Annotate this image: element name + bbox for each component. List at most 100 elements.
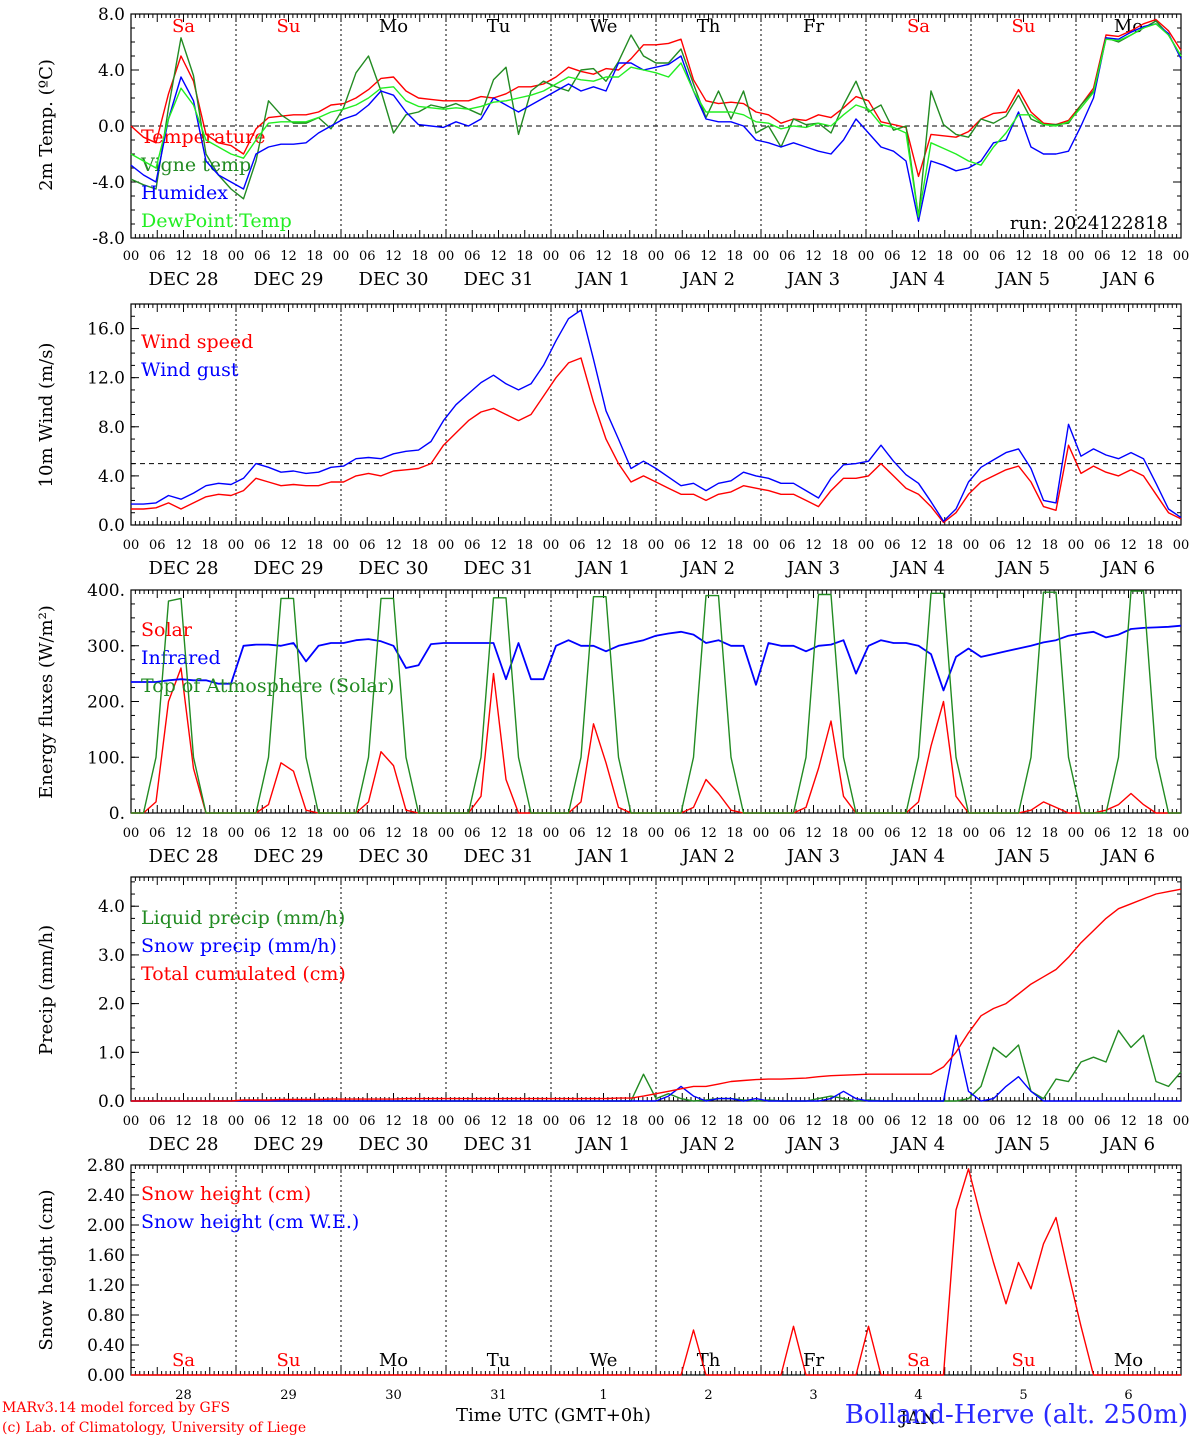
hour-tick-label: 06 xyxy=(674,538,691,553)
credit-line-2: (c) Lab. of Climatology, University of L… xyxy=(2,1420,307,1436)
hour-tick-label: 06 xyxy=(254,249,271,264)
hour-tick-label: 06 xyxy=(149,538,166,553)
date-label: JAN 3 xyxy=(785,269,840,290)
hour-tick-label: 18 xyxy=(621,826,638,841)
hour-tick-label: 00 xyxy=(963,538,980,553)
hour-tick-label: 06 xyxy=(1094,538,1111,553)
date-label: DEC 29 xyxy=(254,558,324,579)
hour-tick-label: 06 xyxy=(569,1114,586,1129)
y-tick-label: 0.0 xyxy=(98,1092,125,1112)
hour-tick-label: 12 xyxy=(175,249,192,264)
y-tick-label: 1.20 xyxy=(87,1276,125,1296)
hour-tick-label: 18 xyxy=(726,1114,743,1129)
date-label: DEC 28 xyxy=(149,1134,219,1155)
hour-tick-label: 12 xyxy=(1015,826,1032,841)
y-axis-label: 10m Wind (m/s) xyxy=(36,343,57,488)
date-label: DEC 30 xyxy=(359,558,429,579)
day-number-label: 31 xyxy=(490,1388,507,1403)
hour-tick-label: 00 xyxy=(438,1114,455,1129)
hour-tick-label: 00 xyxy=(543,1114,560,1129)
y-tick-label: 16.0 xyxy=(87,320,125,340)
hour-tick-label: 18 xyxy=(1041,826,1058,841)
hour-tick-label: 00 xyxy=(438,249,455,264)
date-label: DEC 28 xyxy=(149,558,219,579)
date-label: JAN 6 xyxy=(1100,846,1155,867)
y-tick-label: 3.0 xyxy=(98,946,125,966)
legend-entry: Liquid precip (mm/h) xyxy=(141,907,345,929)
y-tick-label: 2.80 xyxy=(87,1156,125,1176)
date-label: JAN 5 xyxy=(995,558,1050,579)
hour-tick-label: 06 xyxy=(674,826,691,841)
hour-tick-label: 00 xyxy=(333,826,350,841)
hour-tick-label: 12 xyxy=(280,538,297,553)
date-label: JAN 4 xyxy=(890,558,945,579)
hour-tick-label: 06 xyxy=(254,826,271,841)
hour-tick-label: 12 xyxy=(280,1114,297,1129)
legend-entry: Wind speed xyxy=(141,331,253,353)
hour-tick-label: 18 xyxy=(516,538,533,553)
hour-tick-label: 06 xyxy=(779,1114,796,1129)
hour-tick-label: 12 xyxy=(595,1114,612,1129)
y-tick-label: -8.0 xyxy=(92,229,125,249)
credit-line-1: MARv3.14 model forced by GFS xyxy=(2,1400,231,1416)
hour-tick-label: 12 xyxy=(280,826,297,841)
hour-tick-label: 18 xyxy=(1041,1114,1058,1129)
hour-tick-label: 00 xyxy=(1068,249,1085,264)
weekday-label: We xyxy=(590,16,618,37)
hour-tick-label: 18 xyxy=(831,538,848,553)
hour-tick-label: 00 xyxy=(123,249,140,264)
series-line-vigne-temp xyxy=(130,20,1182,218)
hour-tick-label: 00 xyxy=(1173,538,1190,553)
hour-tick-label: 06 xyxy=(989,249,1006,264)
series-line-dewpoint-temp xyxy=(130,23,1182,218)
hour-tick-label: 00 xyxy=(753,249,770,264)
hour-tick-label: 18 xyxy=(306,1114,323,1129)
y-tick-label: 300. xyxy=(87,637,125,657)
hour-tick-label: 06 xyxy=(254,538,271,553)
hour-tick-label: 00 xyxy=(753,826,770,841)
series-line-infrared xyxy=(131,624,1182,692)
hour-tick-label: 18 xyxy=(411,1114,428,1129)
run-label: run: 2024122818 xyxy=(1010,213,1168,234)
hour-tick-label: 18 xyxy=(201,249,218,264)
hour-tick-label: 06 xyxy=(1094,826,1111,841)
hour-tick-label: 12 xyxy=(910,538,927,553)
date-label: DEC 31 xyxy=(464,846,534,867)
date-label: JAN 5 xyxy=(995,1134,1050,1155)
series-line-snow-precip-mm-h- xyxy=(131,1034,1181,1102)
hour-tick-label: 18 xyxy=(411,249,428,264)
legend-entry: Wind gust xyxy=(141,359,239,381)
series-line-wind-speed xyxy=(131,357,1182,524)
hour-tick-label: 06 xyxy=(674,249,691,264)
hour-tick-label: 18 xyxy=(411,826,428,841)
weekday-label: Mo xyxy=(379,1350,408,1371)
series-line-total-cumulated-cm- xyxy=(131,888,1182,1102)
date-label: DEC 30 xyxy=(359,1134,429,1155)
hour-tick-label: 00 xyxy=(228,538,245,553)
date-label: DEC 28 xyxy=(149,269,219,290)
hour-tick-label: 00 xyxy=(1173,249,1190,264)
weekday-label: Su xyxy=(277,16,301,37)
y-tick-label: 100. xyxy=(87,748,125,768)
date-label: JAN 1 xyxy=(575,846,630,867)
hour-tick-label: 06 xyxy=(779,249,796,264)
hour-tick-label: 12 xyxy=(805,1114,822,1129)
hour-tick-label: 06 xyxy=(884,538,901,553)
date-label: JAN 3 xyxy=(785,846,840,867)
date-label: JAN 1 xyxy=(575,269,630,290)
series-line-liquid-precip-mm-h- xyxy=(131,1029,1182,1102)
day-number-label: 4 xyxy=(914,1388,922,1403)
hour-tick-label: 00 xyxy=(543,826,560,841)
hour-tick-label: 12 xyxy=(1120,249,1137,264)
hour-tick-label: 18 xyxy=(306,249,323,264)
y-tick-label: 8.0 xyxy=(98,418,125,438)
hour-tick-label: 18 xyxy=(201,1114,218,1129)
hour-tick-label: 18 xyxy=(1146,826,1163,841)
hour-tick-label: 12 xyxy=(1120,538,1137,553)
hour-tick-label: 06 xyxy=(464,249,481,264)
y-tick-label: 0.0 xyxy=(98,117,125,137)
hour-tick-label: 06 xyxy=(569,826,586,841)
hour-tick-label: 00 xyxy=(858,1114,875,1129)
y-tick-label: 0. xyxy=(109,804,125,824)
hour-tick-label: 18 xyxy=(306,538,323,553)
